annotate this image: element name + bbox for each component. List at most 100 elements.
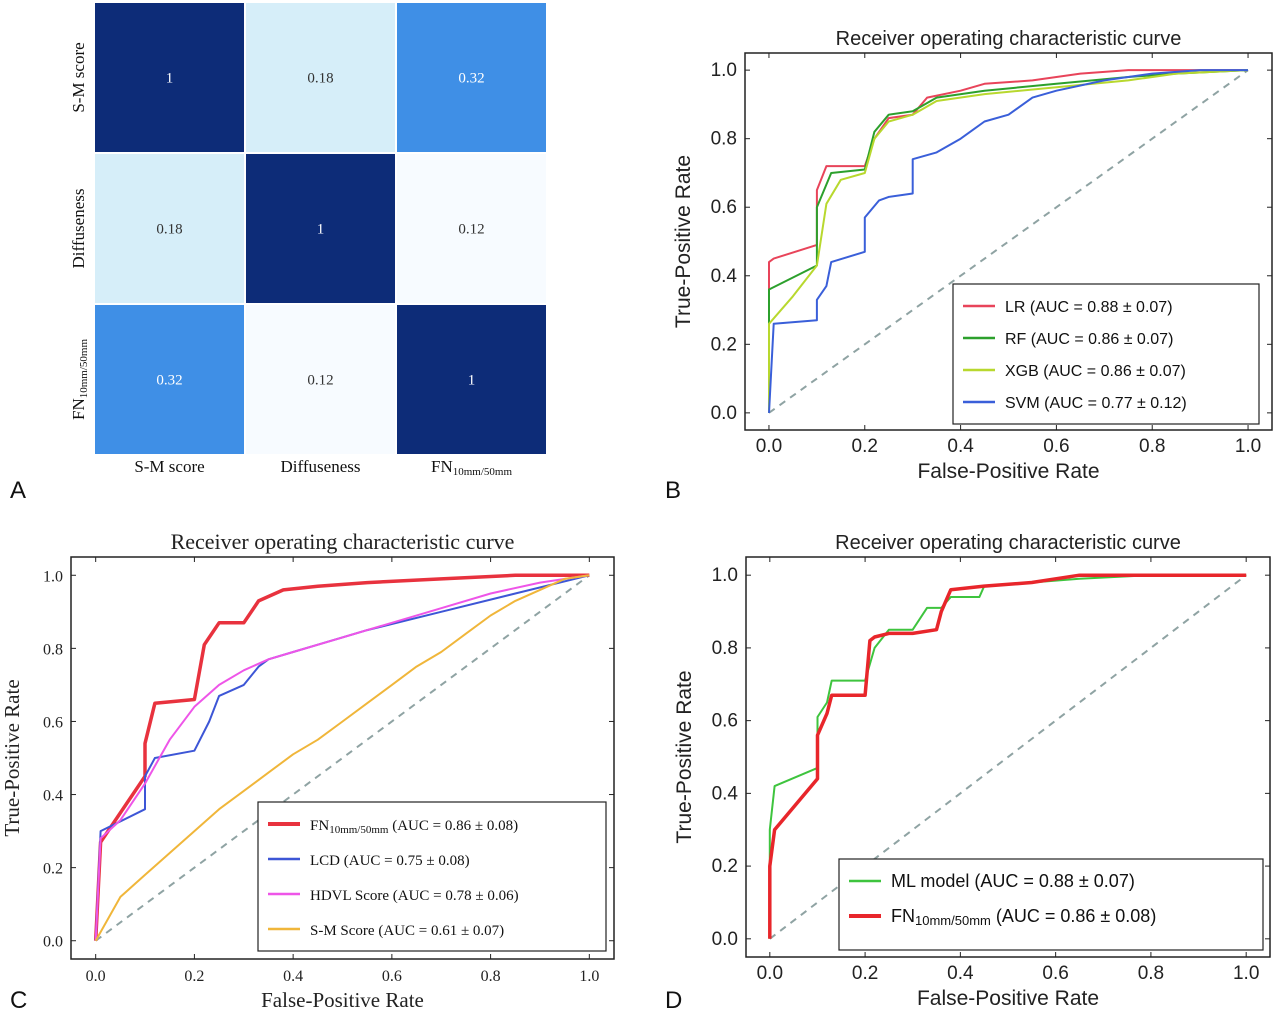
heatmap-cell [244,303,397,456]
legend-entry-label: FN10mm/50mm (AUC = 0.86 ± 0.08) [891,906,1156,928]
x-tick-label: 0.0 [757,963,783,984]
y-tick-label: 0.0 [712,929,738,950]
heatmap-cell-label: 1 [166,71,174,87]
x-tick-label: 0.4 [947,436,974,457]
heatmap-cell [244,1,397,154]
panel-letter-b: B [665,477,681,504]
x-tick-label: 1.0 [579,968,599,985]
y-tick-label: 0.2 [712,856,738,877]
heatmap-row-label: FN10mm/50mm [69,339,90,420]
heatmap-cell-label: 1 [317,222,325,238]
y-tick-label: 0.2 [711,334,737,355]
legend-entry-label: S-M Score (AUC = 0.61 ± 0.07) [310,923,504,939]
legend-box [257,801,607,952]
x-tick-label: 1.0 [1233,963,1259,984]
y-tick-label: 0.2 [43,861,63,878]
heatmap-cell [395,1,548,154]
y-axis-label: True-Positive Rate [0,679,24,836]
roc-panel-b: Receiver operating characteristic curve 0… [672,28,1273,483]
heatmap-row-label: S-M score [69,42,88,112]
legend-entry-label: ML model (AUC = 0.88 ± 0.07) [891,871,1135,891]
roc-series-line-3 [768,69,1248,413]
chance-diagonal-line [95,574,590,942]
y-tick-label: 0.4 [711,266,738,287]
heatmap-cell-label: 1 [468,373,476,389]
x-tick-label: 0.8 [481,968,501,985]
heatmap-cell-label: 0.18 [156,222,182,238]
heatmap-cell-label: 0.32 [156,373,182,389]
x-axis-label: False-Positive Rate [917,987,1099,1010]
x-tick-label: 0.4 [947,963,974,984]
chance-diagonal-line [769,574,1247,940]
y-tick-label: 0.4 [43,788,63,805]
heatmap-cell-label: 0.32 [458,71,484,87]
roc-series-line-1 [94,574,590,941]
y-tick-label: 0.4 [712,783,739,804]
roc-series-line-2 [94,574,590,941]
y-axis-label: True-Positive Rate [673,670,696,843]
y-tick-label: 0.8 [43,641,63,658]
x-tick-label: 0.6 [1042,963,1068,984]
legend-entry-label: LR (AUC = 0.88 ± 0.07) [1005,299,1173,316]
heatmap-cell [93,303,246,456]
y-tick-label: 0.6 [711,197,737,218]
heatmap-cell [93,1,246,154]
heatmap-row-label: Diffuseness [69,189,88,269]
legend-entry-label: LCD (AUC = 0.75 ± 0.08) [310,853,470,869]
x-tick-label: 0.6 [382,968,402,985]
heatmap-cell [395,303,548,456]
x-tick-label: 0.4 [283,968,303,985]
legend-entry-label: FN10mm/50mm (AUC = 0.86 ± 0.08) [310,818,518,836]
x-tick-label: 0.0 [86,968,106,985]
roc-series-line-3 [94,574,590,942]
legend-entry-label: SVM (AUC = 0.77 ± 0.12) [1005,395,1187,412]
x-tick-label: 0.0 [756,436,782,457]
legend-box [838,858,1264,951]
roc-panel-d: Receiver operating characteristic curve 0… [673,532,1271,1010]
y-tick-label: 0.0 [43,934,63,951]
panel-letter-a: A [10,477,26,504]
plot-frame [744,52,1273,431]
y-tick-label: 1.0 [711,60,737,81]
y-tick-label: 0.8 [712,638,738,659]
heatmap-cell-label: 0.12 [458,222,484,238]
chart-title: Receiver operating characteristic curve [835,532,1181,554]
x-tick-label: 0.8 [1138,963,1164,984]
chart-title: Receiver operating characteristic curve [836,28,1182,50]
chart-title: Receiver operating characteristic curve [171,529,515,554]
plot-frame [70,556,615,960]
y-tick-label: 0.8 [711,129,737,150]
legend-entry-label: XGB (AUC = 0.86 ± 0.07) [1005,363,1186,380]
heatmap-cell-label: 0.12 [307,373,333,389]
legend-box [952,283,1260,425]
x-tick-label: 0.6 [1043,436,1069,457]
roc-panel-c: Receiver operating characteristic curve 0… [0,529,615,1012]
roc-series-line-0 [93,573,590,941]
y-tick-label: 1.0 [43,568,63,585]
y-axis-label: True-Positive Rate [672,155,695,328]
x-axis-label: False-Positive Rate [261,988,424,1012]
heatmap-col-label: S-M score [134,457,204,476]
roc-series-line-1 [768,573,1247,939]
x-tick-label: 0.8 [1139,436,1165,457]
y-tick-label: 0.0 [711,403,737,424]
y-tick-label: 1.0 [712,565,738,586]
panel-letter-c: C [10,987,27,1014]
x-axis-label: False-Positive Rate [917,460,1099,483]
panel-letter-d: D [665,987,682,1014]
roc-series-line-1 [768,69,1249,413]
heatmap-cell [395,152,548,305]
heatmap-col-label: FN10mm/50mm [431,457,512,478]
heatmap-cell-label: 0.18 [307,71,333,87]
x-tick-label: 0.2 [852,436,878,457]
legend-entry-label: RF (AUC = 0.86 ± 0.07) [1005,331,1173,348]
legend-entry-label: HDVL Score (AUC = 0.78 ± 0.06) [310,888,519,904]
y-tick-label: 0.6 [43,714,63,731]
heatmap-panel-a: 1 0.18 0.32 0.18 1 0.12 0.32 0.12 1 S-M score Diff… [69,1,548,478]
heatmap-col-label: Diffuseness [281,457,361,476]
y-tick-label: 0.6 [712,711,738,732]
heatmap-cell [244,152,397,305]
plot-frame [745,556,1271,958]
x-tick-label: 1.0 [1235,436,1261,457]
